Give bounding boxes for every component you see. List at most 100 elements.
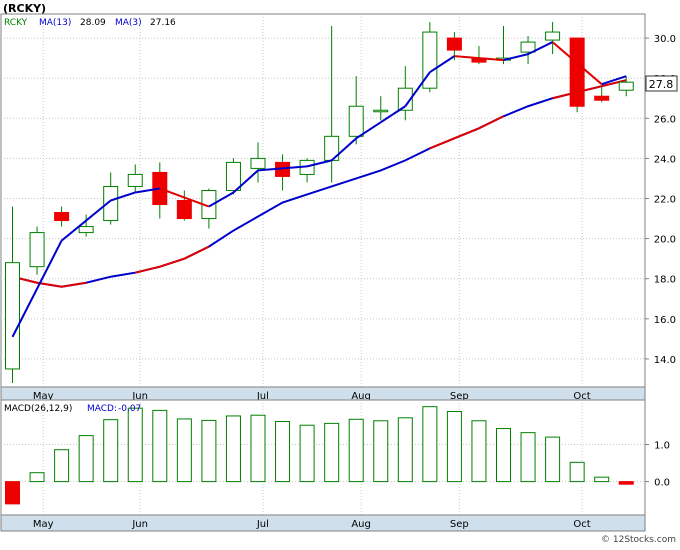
price-x-axis: May Jun Jul Aug Sep Oct bbox=[33, 391, 591, 402]
macd-x-tick-label: Sep bbox=[450, 519, 469, 530]
ma3-red-segment bbox=[12, 275, 87, 288]
candle-body bbox=[348, 105, 364, 137]
candle-body bbox=[54, 212, 70, 222]
macd-bar bbox=[422, 406, 438, 483]
macd-bar bbox=[471, 420, 487, 483]
price-y-tick-label: 18.0 bbox=[654, 275, 676, 286]
candle-body bbox=[250, 157, 266, 169]
macd-bar bbox=[5, 481, 20, 505]
macd-legend-name: MACD(26,12,9) bbox=[4, 404, 72, 414]
macd-bar bbox=[594, 476, 610, 483]
price-y-tick-label: 26.0 bbox=[654, 114, 676, 125]
ma3-red-segment bbox=[552, 79, 627, 100]
price-x-tick-label: Aug bbox=[351, 391, 371, 402]
macd-bar bbox=[569, 461, 585, 483]
candle-body bbox=[520, 41, 536, 53]
ma13-segment bbox=[527, 41, 554, 56]
ma13-segment bbox=[282, 165, 308, 170]
candle-body bbox=[225, 161, 241, 191]
macd-bar bbox=[324, 422, 340, 483]
macd-legend-value: -0.07 bbox=[118, 404, 141, 414]
macd-x-axis: May Jun Jul Aug Sep Oct bbox=[33, 519, 591, 530]
ma13-segment bbox=[85, 199, 112, 222]
macd-bar bbox=[618, 481, 634, 485]
macd-bar bbox=[225, 415, 241, 483]
ma13-line bbox=[11, 41, 627, 338]
macd-bar bbox=[373, 420, 389, 483]
candle-body bbox=[78, 226, 94, 234]
ma13-segment bbox=[330, 137, 357, 162]
macd-bar bbox=[520, 432, 536, 483]
ma13-segment bbox=[60, 219, 87, 242]
ma13-segment bbox=[11, 240, 63, 338]
legend-ma13-value: 28.09 bbox=[80, 18, 106, 28]
ma13-segment bbox=[404, 71, 431, 107]
macd-bar bbox=[275, 421, 291, 483]
ma13-segment bbox=[380, 105, 406, 124]
ma3-red-segment bbox=[429, 115, 504, 150]
legend-ticker: RCKY bbox=[4, 18, 28, 28]
price-y-tick-label: 20.0 bbox=[654, 235, 676, 246]
price-y-tick-label: 16.0 bbox=[654, 315, 676, 326]
ma13-segment bbox=[159, 187, 210, 208]
ma13-segment bbox=[135, 187, 160, 194]
candle-body bbox=[176, 200, 192, 220]
macd-bars bbox=[5, 406, 634, 505]
last-price-value: 27.8 bbox=[649, 78, 674, 91]
ma13-segment bbox=[232, 169, 259, 194]
macd-bar bbox=[201, 419, 217, 483]
candle-body bbox=[618, 81, 634, 91]
legend-ma13-name: MA(13) bbox=[39, 18, 71, 28]
price-x-tick-label: Jul bbox=[256, 391, 269, 402]
macd-bar bbox=[397, 417, 413, 483]
price-x-tick-label: May bbox=[33, 391, 54, 402]
macd-bar bbox=[545, 436, 561, 483]
ma13-segment bbox=[551, 41, 603, 85]
macd-x-tick-label: Jul bbox=[256, 519, 269, 530]
macd-y-tick-label: 1.0 bbox=[654, 441, 670, 452]
macd-bar bbox=[78, 435, 94, 483]
candle-body bbox=[446, 37, 462, 51]
macd-date-strip bbox=[0, 514, 646, 532]
ma13-segment bbox=[355, 121, 382, 140]
price-grid bbox=[1, 14, 645, 387]
ma13-segment bbox=[257, 167, 283, 172]
macd-x-tick-label: Oct bbox=[573, 519, 590, 530]
macd-x-tick-label: Jun bbox=[131, 519, 148, 530]
footer-credit: © 12Stocks.com bbox=[601, 535, 676, 545]
macd-bar bbox=[176, 418, 192, 483]
legend-ma3-name: MA(3) bbox=[115, 18, 142, 28]
macd-bar bbox=[496, 428, 511, 483]
ma13-segment bbox=[208, 191, 234, 208]
candles bbox=[5, 22, 634, 383]
ma3-line bbox=[12, 79, 627, 288]
macd-y-axis: 0.0 1.0 bbox=[645, 441, 670, 489]
ma13-segment bbox=[454, 55, 504, 62]
macd-bar bbox=[446, 411, 462, 483]
ma13-segment bbox=[503, 53, 529, 62]
candle-body bbox=[545, 31, 561, 41]
price-y-tick-label: 30.0 bbox=[654, 34, 676, 45]
ma3-series bbox=[12, 79, 627, 288]
macd-bar bbox=[152, 409, 168, 483]
macd-bar bbox=[54, 449, 70, 483]
macd-bar bbox=[29, 472, 45, 483]
price-panel-frame bbox=[0, 13, 646, 388]
macd-y-tick-label: 0.0 bbox=[654, 478, 670, 489]
candle-body bbox=[569, 37, 585, 107]
price-y-tick-label: 24.0 bbox=[654, 154, 676, 165]
macd-legend-label: MACD: bbox=[87, 404, 117, 414]
candle-body bbox=[422, 31, 438, 89]
macd-bar bbox=[103, 419, 119, 483]
price-x-tick-label: Sep bbox=[450, 391, 469, 402]
ma13-segment bbox=[306, 159, 332, 168]
ma13-segment bbox=[601, 75, 627, 86]
macd-x-tick-label: May bbox=[33, 519, 54, 530]
legend-ma3-value: 27.16 bbox=[150, 18, 176, 28]
macd-bar bbox=[127, 407, 143, 483]
macd-bar bbox=[348, 418, 364, 483]
ma13-segment bbox=[110, 191, 136, 202]
price-y-tick-label: 14.0 bbox=[654, 355, 676, 366]
